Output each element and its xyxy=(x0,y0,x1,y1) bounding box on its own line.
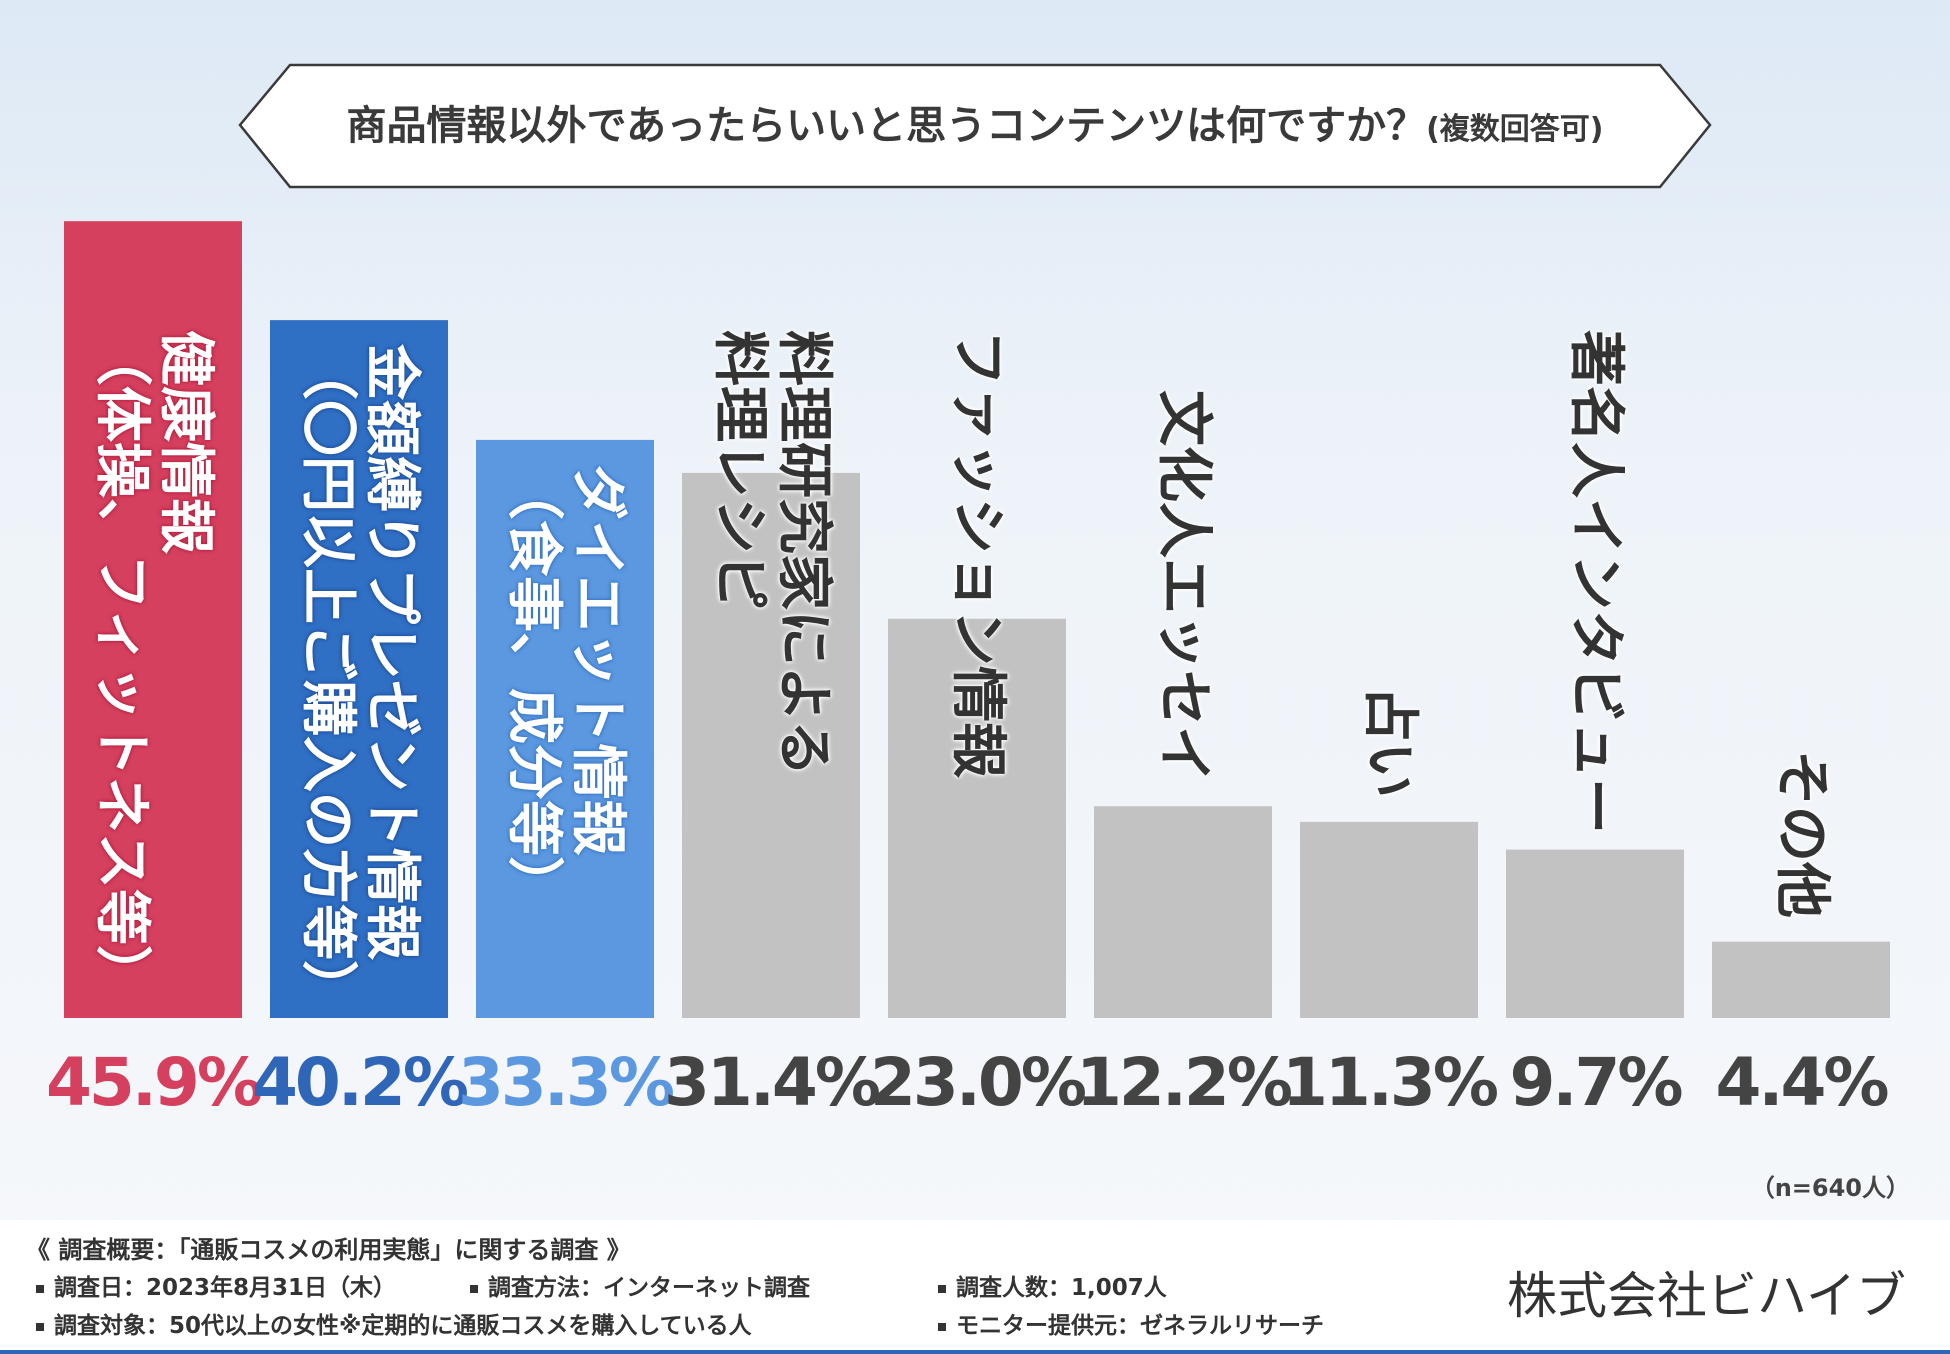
category-label-line: ダイエット情報 xyxy=(565,463,630,856)
bar-9 xyxy=(1712,941,1890,1018)
bar-chart: 45.9%40.2%33.3%31.4%23.0%12.2%11.3% 9.7% 4… xyxy=(46,221,1891,1121)
bar-4 xyxy=(682,472,860,1018)
chart-title-main: 商品情報以外であったらいいと思うコンテンツは何ですか？ xyxy=(346,103,1427,149)
value-label-6: 12.2% xyxy=(1076,1044,1292,1121)
bar-1 xyxy=(64,221,242,1018)
bar-7 xyxy=(1300,821,1478,1018)
chart-title: 商品情報以外であったらいいと思うコンテンツは何ですか？(複数回答可) xyxy=(300,100,1650,152)
bar-5 xyxy=(888,618,1066,1018)
category-label-line: （〇円以上ご購入の方等） xyxy=(295,344,360,1017)
category-label-line: 料理研究家による xyxy=(771,330,836,777)
bar-6 xyxy=(1094,806,1272,1018)
value-label-1: 45.9% xyxy=(46,1044,262,1121)
value-label-9: 4.4% xyxy=(1715,1044,1888,1121)
title-banner xyxy=(238,63,1712,189)
value-label-2: 40.2% xyxy=(252,1044,468,1121)
value-label-7: 11.3% xyxy=(1282,1044,1498,1121)
value-label-3: 33.3% xyxy=(458,1044,674,1121)
survey-date: 調査日：2023年8月31日（木） xyxy=(36,1268,396,1302)
survey-count: 調査人数：1,007人 xyxy=(938,1268,1167,1302)
category-label-line: 文化人エッセイ xyxy=(1151,390,1216,783)
sample-size-note: （n=640人） xyxy=(1750,1174,1910,1202)
category-label-line: ファッション情報 xyxy=(945,330,1010,778)
category-label-line: 占い xyxy=(1357,685,1422,798)
survey-summary-title: 《 調査概要：「通販コスメの利用実態」に関する調査 》 xyxy=(26,1236,631,1264)
category-label-line: 著名人インタビュー xyxy=(1563,330,1628,834)
category-label-line: （食事、成分等） xyxy=(501,463,566,912)
survey-footer: 《 調査概要：「通販コスメの利用実態」に関する調査 》 調査日：2023年8月3… xyxy=(0,1220,1950,1354)
survey-target: 調査対象：50代以上の女性※定期的に通販コスメを購入している人 xyxy=(36,1306,752,1340)
survey-method: 調査方法：インターネット調査 xyxy=(470,1268,810,1302)
value-label-5: 23.0% xyxy=(870,1044,1086,1121)
value-label-8: 9.7% xyxy=(1509,1044,1682,1121)
bar-8 xyxy=(1506,849,1684,1018)
bar-2 xyxy=(270,320,448,1018)
value-label-4: 31.4% xyxy=(664,1044,880,1121)
survey-monitor-source: モニター提供元：ゼネラルリサーチ xyxy=(938,1306,1324,1340)
category-label-line: 金額縛りプレゼント情報 xyxy=(359,344,424,961)
category-label-line: 健康情報 xyxy=(153,330,218,554)
category-label-line: （体操、フィットネス等） xyxy=(89,330,154,1001)
category-label-line: 料理レシピ xyxy=(707,330,772,610)
chart-title-sub: (複数回答可) xyxy=(1426,112,1604,147)
company-logo-text: 株式会社ビハイブ xyxy=(1507,1267,1906,1325)
bar-3 xyxy=(476,439,654,1018)
category-label-line: その他 xyxy=(1769,749,1834,918)
